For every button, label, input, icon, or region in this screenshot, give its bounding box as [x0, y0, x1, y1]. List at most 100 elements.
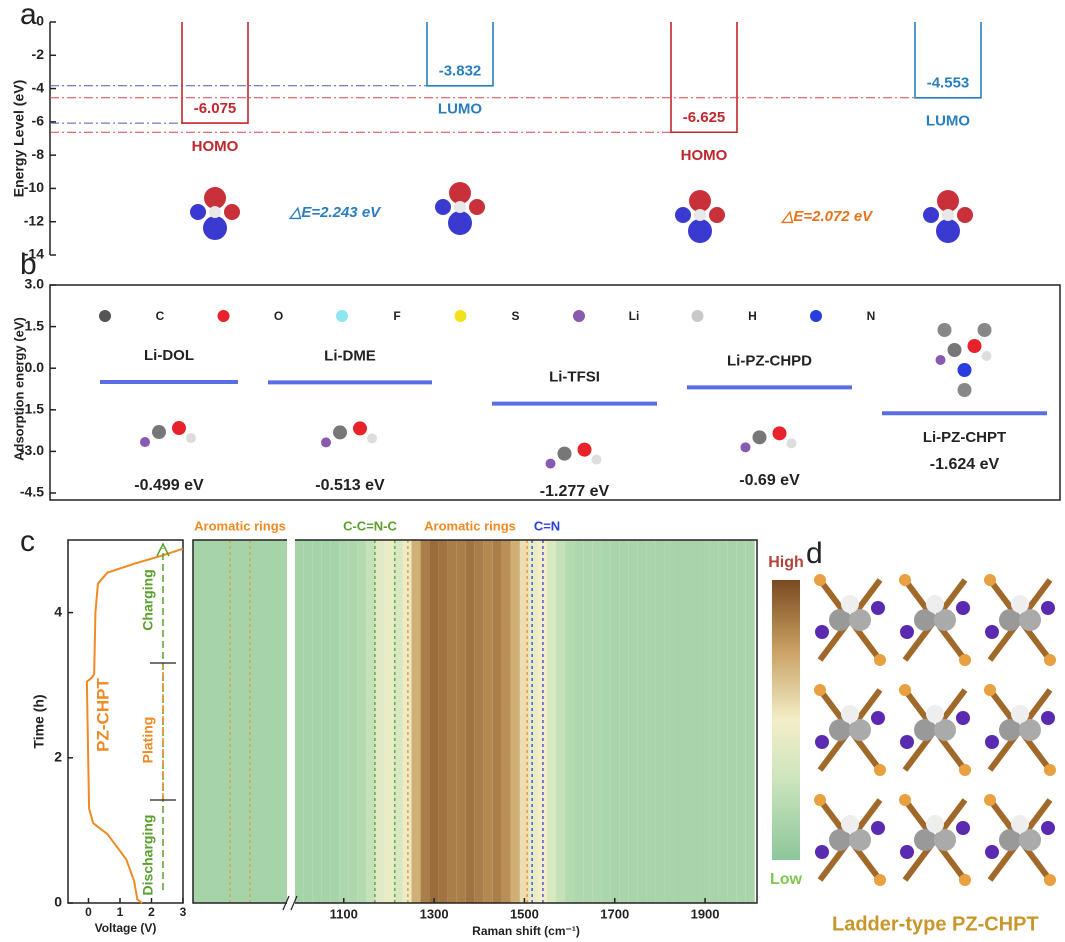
- heatmap-cell: [519, 540, 529, 903]
- decor: [675, 207, 691, 223]
- level-name: LUMO: [926, 113, 970, 130]
- decor: [469, 199, 485, 215]
- value-label: -1.624 eV: [930, 456, 1000, 473]
- x-axis-label: Voltage (V): [95, 921, 157, 935]
- heatmap-cell: [583, 540, 593, 903]
- heatmap-cell: [682, 540, 692, 903]
- decor: [1019, 719, 1041, 741]
- decor: [1041, 821, 1055, 835]
- decor: [321, 437, 331, 448]
- level-value: -4.553: [927, 75, 970, 92]
- heatmap-cell: [330, 540, 340, 903]
- decor: [841, 595, 859, 613]
- y-tick-label: 4: [54, 603, 62, 619]
- frame: [49, 284, 1061, 501]
- value-label: -0.513 eV: [315, 477, 385, 494]
- decor: [956, 601, 970, 615]
- decor: [709, 207, 725, 223]
- x-tick-label: 1900: [691, 906, 720, 921]
- heatmap-cell: [655, 540, 665, 903]
- decor: [959, 654, 971, 666]
- legend-label: O: [274, 309, 283, 323]
- heatmap-cell: [438, 540, 448, 903]
- decor: [545, 458, 556, 469]
- heatmap-cell: [456, 540, 466, 903]
- x-tick-label: 1700: [600, 906, 629, 921]
- heatmap-cell: [673, 540, 683, 903]
- level-name: HOMO: [681, 147, 728, 164]
- decor: [772, 426, 787, 441]
- y-tick-label: 3.0: [25, 276, 45, 292]
- decor: [985, 845, 999, 859]
- y-tick-label: 1.5: [25, 317, 45, 333]
- decor: [367, 433, 377, 444]
- decor: [815, 845, 829, 859]
- heatmap-cell: [303, 540, 313, 903]
- y-axis-label: Energy Level (eV): [11, 80, 27, 198]
- decor: [449, 182, 471, 204]
- annotation: Charging: [140, 569, 156, 630]
- decor: [1011, 595, 1029, 613]
- decor: [967, 339, 982, 353]
- axis-break-mark: [282, 895, 298, 911]
- heatmap-cell: [384, 540, 394, 903]
- energy-level: [426, 22, 494, 87]
- legend-swatch: [454, 310, 467, 322]
- decor: [923, 207, 939, 223]
- colorbar-label: High: [768, 554, 804, 571]
- arrow-head: [156, 542, 170, 557]
- decor: [959, 764, 971, 776]
- x-tick-label: 1: [117, 905, 124, 919]
- heatmap-cell: [736, 540, 746, 903]
- decor: [689, 190, 711, 212]
- annotation: Discharging: [140, 815, 156, 896]
- decor: [934, 829, 956, 851]
- heatmap-cell: [592, 540, 602, 903]
- heatmap-cell: [556, 540, 566, 903]
- y-tick-label: -4.5: [20, 484, 44, 500]
- decor: [934, 609, 956, 631]
- decor: [985, 625, 999, 639]
- level-value: -6.075: [194, 100, 237, 117]
- decor: [926, 815, 944, 833]
- level-value: -3.832: [439, 63, 482, 80]
- heatmap-cell: [700, 540, 710, 903]
- legend-swatch: [336, 310, 348, 322]
- y-tick-label: -8: [32, 146, 45, 162]
- x-tick-label: 2: [148, 905, 155, 919]
- decor: [981, 351, 992, 361]
- decor: [203, 216, 227, 240]
- heatmap-cell: [628, 540, 638, 903]
- band-label: C=N: [534, 518, 560, 533]
- heatmap-cell: [393, 540, 403, 903]
- decor: [977, 323, 992, 337]
- heatmap-cell: [483, 540, 493, 903]
- heatmap-cell: [664, 540, 674, 903]
- heatmap-cell: [321, 540, 331, 903]
- heatmap-cell: [295, 540, 304, 903]
- caption: Ladder-type PZ-CHPT: [832, 913, 1039, 935]
- decor: [871, 821, 885, 835]
- level-name: LUMO: [438, 101, 482, 118]
- panel-letter: a: [20, 0, 37, 31]
- decor: [984, 574, 996, 586]
- frame: [67, 539, 184, 904]
- decor: [152, 425, 166, 440]
- decor: [694, 209, 706, 221]
- category-label: Li-PZ-CHPD: [727, 352, 812, 369]
- decor: [914, 609, 936, 631]
- legend-swatch: [99, 310, 111, 322]
- band-label: Aromatic rings: [424, 518, 516, 533]
- heatmap-segment: [193, 540, 287, 903]
- decor: [957, 207, 973, 223]
- decor: [926, 595, 944, 613]
- decor: [1044, 874, 1056, 886]
- heatmap-cell: [402, 540, 412, 903]
- decor: [999, 829, 1021, 851]
- decor: [1011, 815, 1029, 833]
- decor: [900, 625, 914, 639]
- decor: [1044, 764, 1056, 776]
- y-tick-label: -1.5: [20, 401, 44, 417]
- decor: [186, 433, 196, 444]
